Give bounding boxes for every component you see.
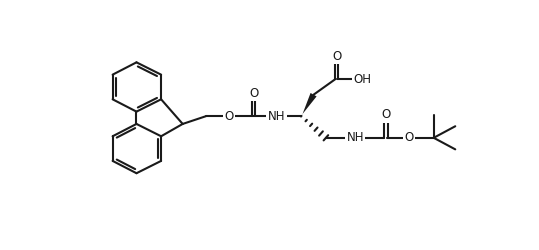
Text: O: O	[404, 131, 414, 144]
Text: O: O	[332, 50, 341, 63]
Text: O: O	[224, 110, 233, 123]
Polygon shape	[301, 93, 316, 116]
Text: OH: OH	[354, 73, 372, 86]
Text: O: O	[249, 87, 258, 100]
Text: NH: NH	[268, 110, 285, 123]
Text: NH: NH	[347, 131, 364, 144]
Text: O: O	[381, 108, 391, 121]
